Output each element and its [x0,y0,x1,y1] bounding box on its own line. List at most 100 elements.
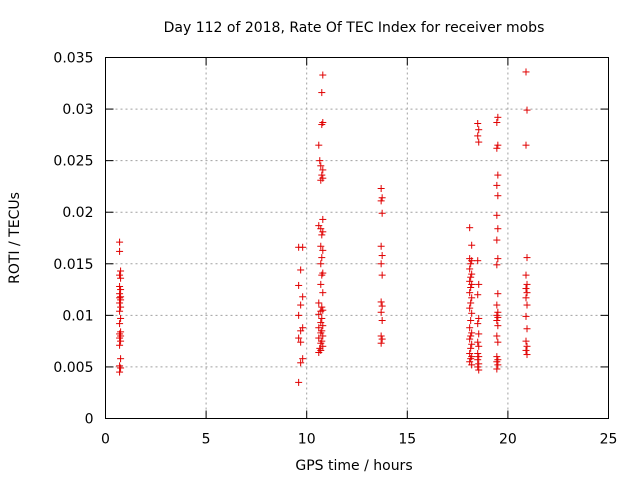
data-point [475,314,483,322]
y-tick-label: 0.005 [53,360,93,376]
data-point [117,286,125,294]
data-point [467,260,475,268]
data-point [318,303,326,311]
data-point [116,368,124,376]
data-point [319,332,327,340]
data-point [523,280,531,288]
data-point [116,282,124,290]
data-point [494,313,502,321]
data-point [494,192,502,200]
data-point [116,247,124,255]
data-point [297,327,305,335]
data-point [494,171,502,179]
data-point [523,325,531,333]
data-point [493,144,501,152]
data-point [319,71,327,79]
data-point [522,68,530,76]
data-point [468,329,476,337]
data-point [494,141,502,149]
data-point [377,260,385,268]
data-point [116,334,124,342]
data-point [295,281,303,289]
data-point [117,337,125,345]
data-point [317,260,325,268]
data-point [494,225,502,233]
x-tick-label: 25 [600,432,618,448]
data-point [116,238,124,246]
data-point [474,257,482,265]
data-point [494,290,502,298]
data-point [299,355,307,363]
data-point [297,338,305,346]
data-point [377,242,385,250]
data-point [116,320,124,328]
data-point [493,317,501,325]
data-point [295,334,303,342]
x-tick-label: 20 [499,432,517,448]
data-point [523,342,531,350]
y-tick-label: 0.015 [53,257,93,273]
data-point [474,132,482,140]
data-point [467,284,475,292]
data-point [475,330,483,338]
data-point [318,314,326,322]
data-point [317,162,325,170]
data-point [474,363,482,371]
data-point [116,307,124,315]
data-point [522,346,530,354]
data-point [319,246,327,254]
data-point [295,311,303,319]
data-point [377,308,385,316]
data-point [117,355,125,363]
data-point [493,181,501,189]
data-point [315,334,323,342]
data-point [295,378,303,386]
data-point [467,355,475,363]
y-tick-label: 0.01 [62,308,93,324]
data-point [494,255,502,263]
axis-ticks [105,57,609,419]
data-point [468,309,476,317]
y-axis-label: ROTI / TECUs [7,192,23,284]
y-tick-labels: 0 0.005 0.01 0.015 0.02 0.025 0.03 0.035 [53,51,93,428]
data-point [466,335,474,343]
data-point [475,360,483,368]
data-point [523,254,531,262]
data-point [315,299,323,307]
y-tick-label: 0.02 [62,205,93,221]
data-point [317,280,325,288]
data-point [468,280,476,288]
data-point [378,302,386,310]
grid-lines [105,57,609,419]
data-point [522,141,530,149]
data-point [474,356,482,364]
data-point [474,320,482,328]
data-point [493,211,501,219]
data-point [318,254,326,262]
data-point [377,298,385,306]
data-point [377,339,385,347]
data-point [117,314,125,322]
x-tick-label: 5 [202,432,211,448]
data-point [494,361,502,369]
data-point [522,312,530,320]
data-point [466,224,474,232]
data-point [317,242,325,250]
data-point [117,296,125,304]
data-points [116,68,531,386]
data-point [522,294,530,302]
data-point [117,303,125,311]
y-tick-label: 0.03 [62,102,93,118]
data-point [378,317,386,325]
data-point [474,338,482,346]
data-point [319,322,327,330]
data-point [494,113,502,121]
data-point [319,289,327,297]
y-tick-label: 0 [85,412,94,428]
data-point [318,171,326,179]
data-point [468,270,476,278]
data-point [116,271,124,279]
data-point [466,324,474,332]
data-point [522,285,530,293]
data-point [319,215,327,223]
